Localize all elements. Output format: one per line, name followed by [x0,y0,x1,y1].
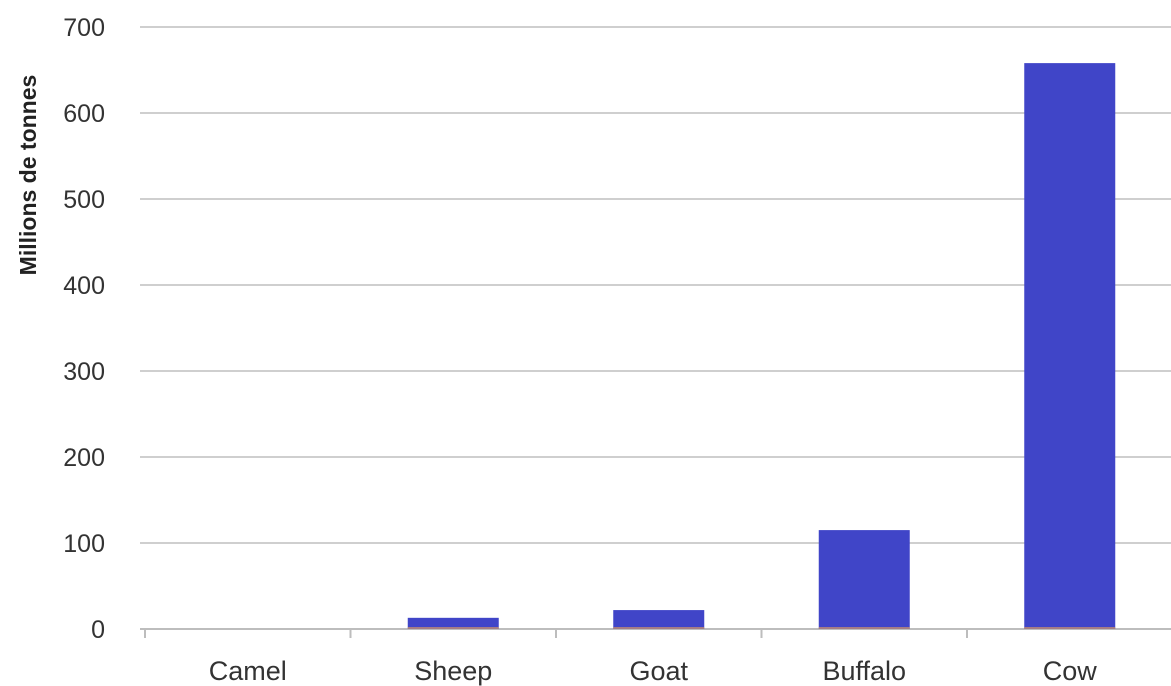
axes [140,628,1171,638]
y-tick-label: 200 [63,444,105,472]
y-tick-label: 100 [63,530,105,558]
y-tick-label: 700 [63,14,105,42]
y-tick-label: 500 [63,186,105,214]
y-tick-label: 0 [91,616,105,644]
y-axis-title: Millions de tonnes [15,75,41,276]
bar-goat [613,610,705,629]
x-tick-label-goat: Goat [629,656,688,686]
x-tick-labels: Camel Sheep Goat Buffalo Cow [209,656,1098,686]
bar-buffalo [818,530,910,629]
bar-sheep [407,617,499,629]
y-tick-label: 600 [63,100,105,128]
bar-cow [1024,63,1116,630]
x-tick-label-camel: Camel [209,656,287,686]
x-tick-label-sheep: Sheep [414,656,492,686]
y-tick-label: 400 [63,272,105,300]
y-tick-label: 300 [63,358,105,386]
x-tick-label-cow: Cow [1043,656,1098,686]
y-tick-labels: 0 100 200 300 400 500 600 700 [63,14,105,644]
bars [407,63,1116,630]
gridlines [140,26,1171,544]
x-tick-label-buffalo: Buffalo [822,656,906,686]
